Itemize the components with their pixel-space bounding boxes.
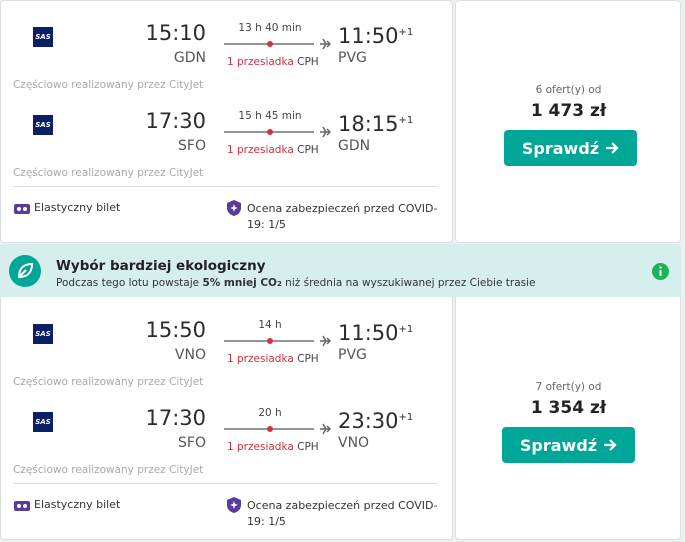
route-line [224,36,332,55]
depart-time: 15:50 [145,318,206,342]
arrive-time-value: 18:15 [338,112,399,136]
itinerary-panel [0,297,453,540]
stop-code: CPH [297,353,319,365]
price-panel [455,0,681,243]
airline-logo: SAS [33,324,53,344]
itinerary-panel [0,0,453,243]
airline-logo: SAS [33,115,53,135]
eco-title: Wybór bardziej ekologiczny [56,258,266,274]
covid-rating: Ocena zabezpieczeń przed COVID-19: 1/5 [247,499,438,528]
duration: 20 h [258,407,282,419]
price: 1 354 zł [530,398,607,418]
duration: 15 h 45 min [238,110,302,122]
depart-code: SFO [178,435,206,451]
offers-count: 6 ofert(y) od [535,84,602,96]
arrive-time-value: 23:30 [338,409,399,433]
day-offset: +1 [398,27,414,38]
arrive-code: VNO [338,435,370,451]
depart-time: 15:10 [145,21,206,45]
route-line [224,333,332,352]
stop-code: CPH [297,56,319,68]
divider [13,483,437,484]
stops: 1 przesiadka CPH [227,441,319,454]
stops-count: 1 przesiadka [227,441,294,453]
flexible-icon [13,201,31,220]
arrive-time-value: 11:50 [338,24,399,48]
stop-code: CPH [297,144,319,156]
stops: 1 przesiadka CPH [227,144,319,157]
covid-rating: Ocena zabezpieczeń przed COVID-19: 1/5 [247,202,438,231]
covid-icon [226,496,242,518]
eco-text-after: niż średnia na wyszukiwanej przez Ciebie… [281,277,536,289]
route-line [224,421,332,440]
price: 1 473 zł [530,101,607,121]
airline-logo: SAS [33,27,53,47]
duration: 14 h [258,319,282,331]
flexible-ticket: Elastyczny bilet [34,201,121,214]
stops: 1 przesiadka CPH [227,353,319,366]
leaf-icon [9,255,41,287]
covid-icon [226,199,242,221]
divider [13,186,437,187]
depart-code: VNO [174,347,206,363]
operated-by: Częściowo realizowany przez CityJet [13,464,204,476]
arrow-icon [603,438,617,452]
check-button-label: Sprawdź [519,435,598,455]
arrow-icon [605,141,619,155]
duration: 13 h 40 min [238,22,302,34]
flexible-icon [13,498,31,517]
operated-by: Częściowo realizowany przez CityJet [13,376,204,388]
eco-subscript: 2 [276,280,282,288]
check-button[interactable]: Sprawdź [502,427,635,463]
depart-time: 17:30 [145,406,206,430]
arrive-code: PVG [338,50,367,66]
eco-banner: Wybór bardziej ekologiczny Podczas tego … [0,244,681,298]
check-button[interactable]: Sprawdź [504,130,637,166]
stops: 1 przesiadka CPH [227,56,319,69]
stops-count: 1 przesiadka [227,353,294,365]
depart-time: 17:30 [145,109,206,133]
day-offset: +1 [398,115,414,126]
check-button-label: Sprawdź [521,138,600,158]
stop-code: CPH [297,441,319,453]
arrive-time: 11:50+1 [338,318,413,345]
info-icon[interactable] [652,263,669,280]
arrive-time: 18:15+1 [338,109,413,136]
stops-count: 1 przesiadka [227,144,294,156]
day-offset: +1 [398,324,414,335]
eco-text: Podczas tego lotu powstaje 5% mniej CO2 … [56,277,536,289]
day-offset: +1 [398,412,414,423]
arrive-code: GDN [338,138,371,154]
arrive-time: 23:30+1 [338,406,413,433]
depart-code: SFO [178,138,206,154]
flexible-ticket: Elastyczny bilet [34,498,121,511]
arrive-time: 11:50+1 [338,21,413,48]
depart-code: GDN [173,50,206,66]
route-line [224,124,332,143]
price-panel [455,297,681,540]
operated-by: Częściowo realizowany przez CityJet [13,79,204,91]
eco-highlight: 5% mniej CO [202,277,277,289]
arrive-time-value: 11:50 [338,321,399,345]
offers-count: 7 ofert(y) od [535,381,602,393]
stops-count: 1 przesiadka [227,56,294,68]
airline-logo: SAS [33,412,53,432]
arrive-code: PVG [338,347,367,363]
operated-by: Częściowo realizowany przez CityJet [13,167,204,179]
eco-text-before: Podczas tego lotu powstaje [56,277,203,289]
